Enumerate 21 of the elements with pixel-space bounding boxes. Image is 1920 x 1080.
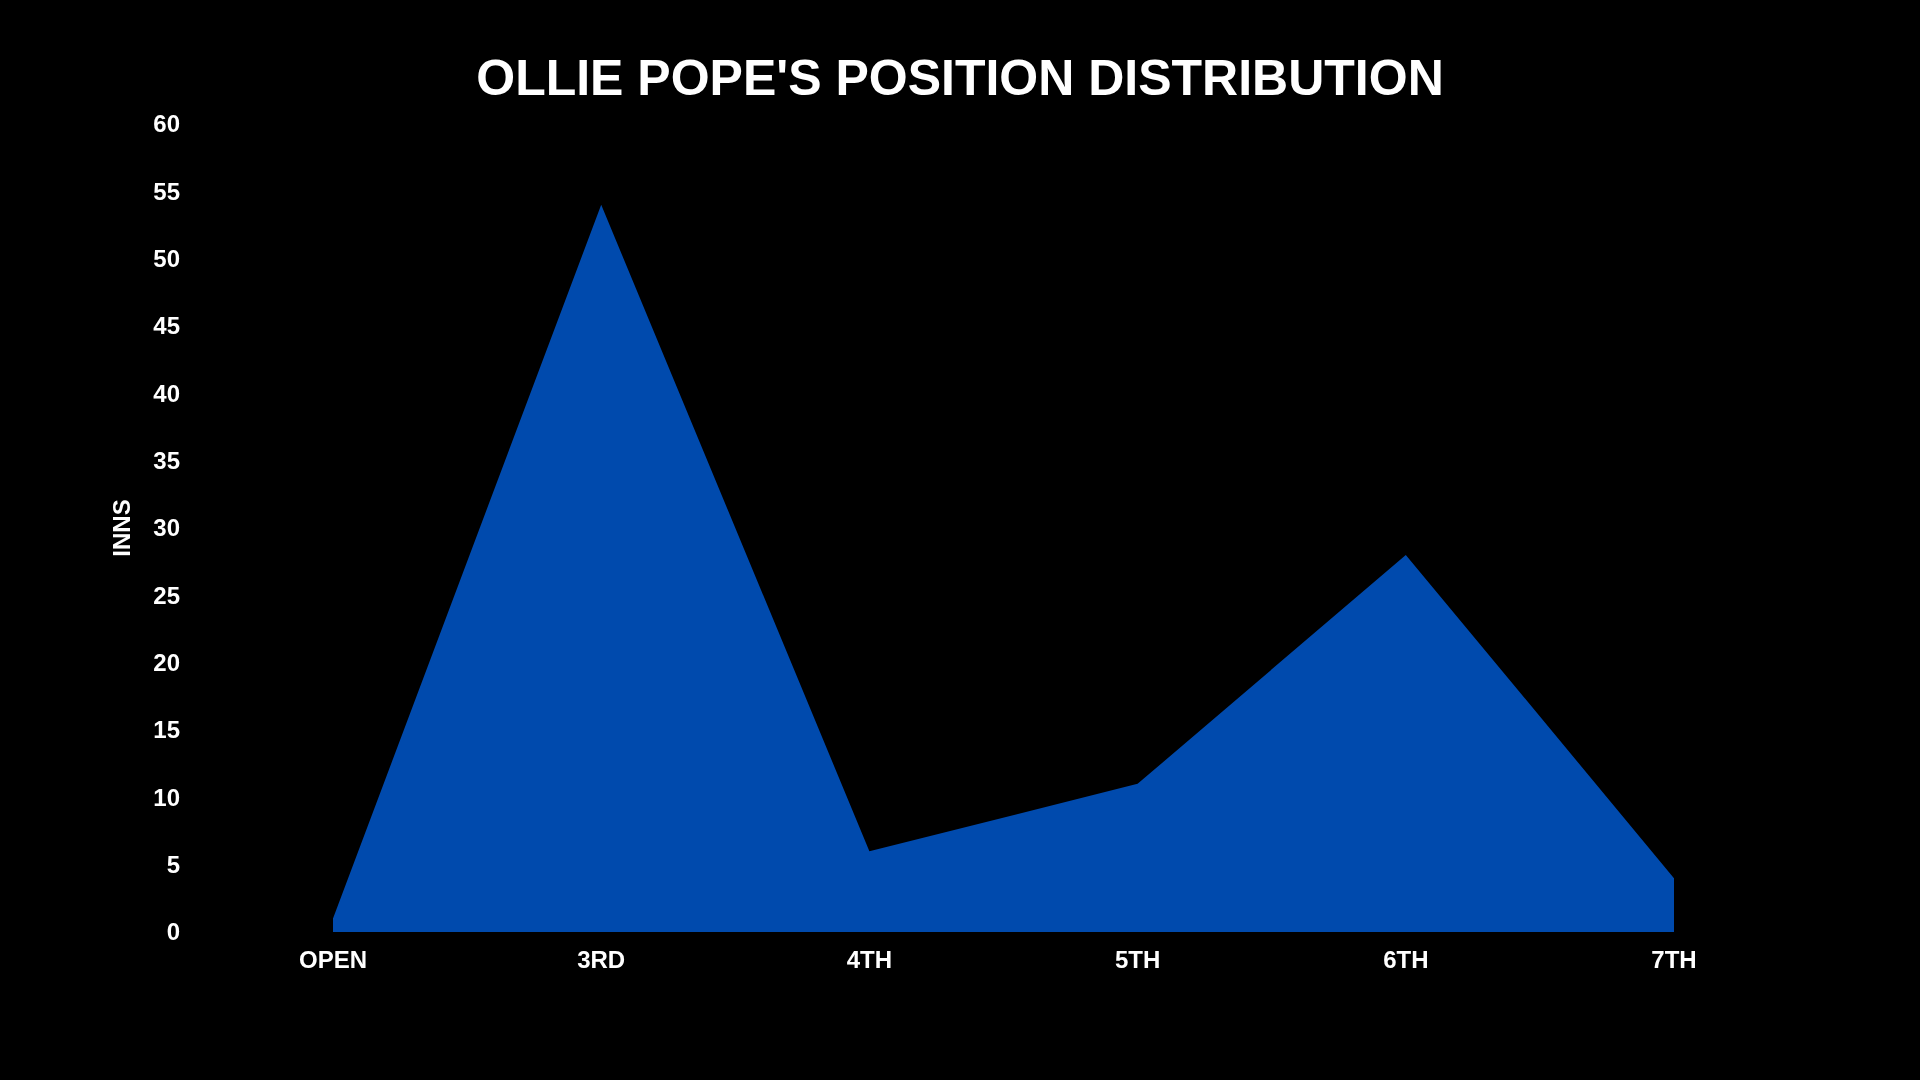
- chart-title: OLLIE POPE'S POSITION DISTRIBUTION: [476, 50, 1444, 106]
- y-tick-label: 60: [153, 110, 180, 138]
- y-tick-label: 35: [153, 447, 180, 475]
- y-tick-label: 40: [153, 379, 180, 407]
- y-tick-label: 50: [153, 245, 180, 273]
- y-tick-label: 20: [153, 649, 180, 677]
- y-tick-label: 30: [153, 514, 180, 542]
- y-tick-label: 10: [153, 783, 180, 811]
- x-tick-label: 3RD: [577, 946, 626, 973]
- y-tick-label: 0: [166, 918, 180, 946]
- y-axis-title: INNS: [108, 499, 135, 557]
- x-tick-label: OPEN: [298, 946, 368, 973]
- y-tick-label: 55: [153, 177, 180, 205]
- x-tick-label: 7TH: [1651, 946, 1697, 973]
- x-tick-label: 6TH: [1383, 946, 1429, 973]
- y-tick-label: 25: [153, 581, 180, 609]
- y-tick-label: 45: [153, 312, 180, 340]
- y-tick-label: 5: [166, 851, 180, 879]
- x-tick-label: 4TH: [846, 946, 893, 973]
- y-tick-label: 15: [153, 716, 180, 744]
- x-tick-label: 5TH: [1114, 946, 1161, 973]
